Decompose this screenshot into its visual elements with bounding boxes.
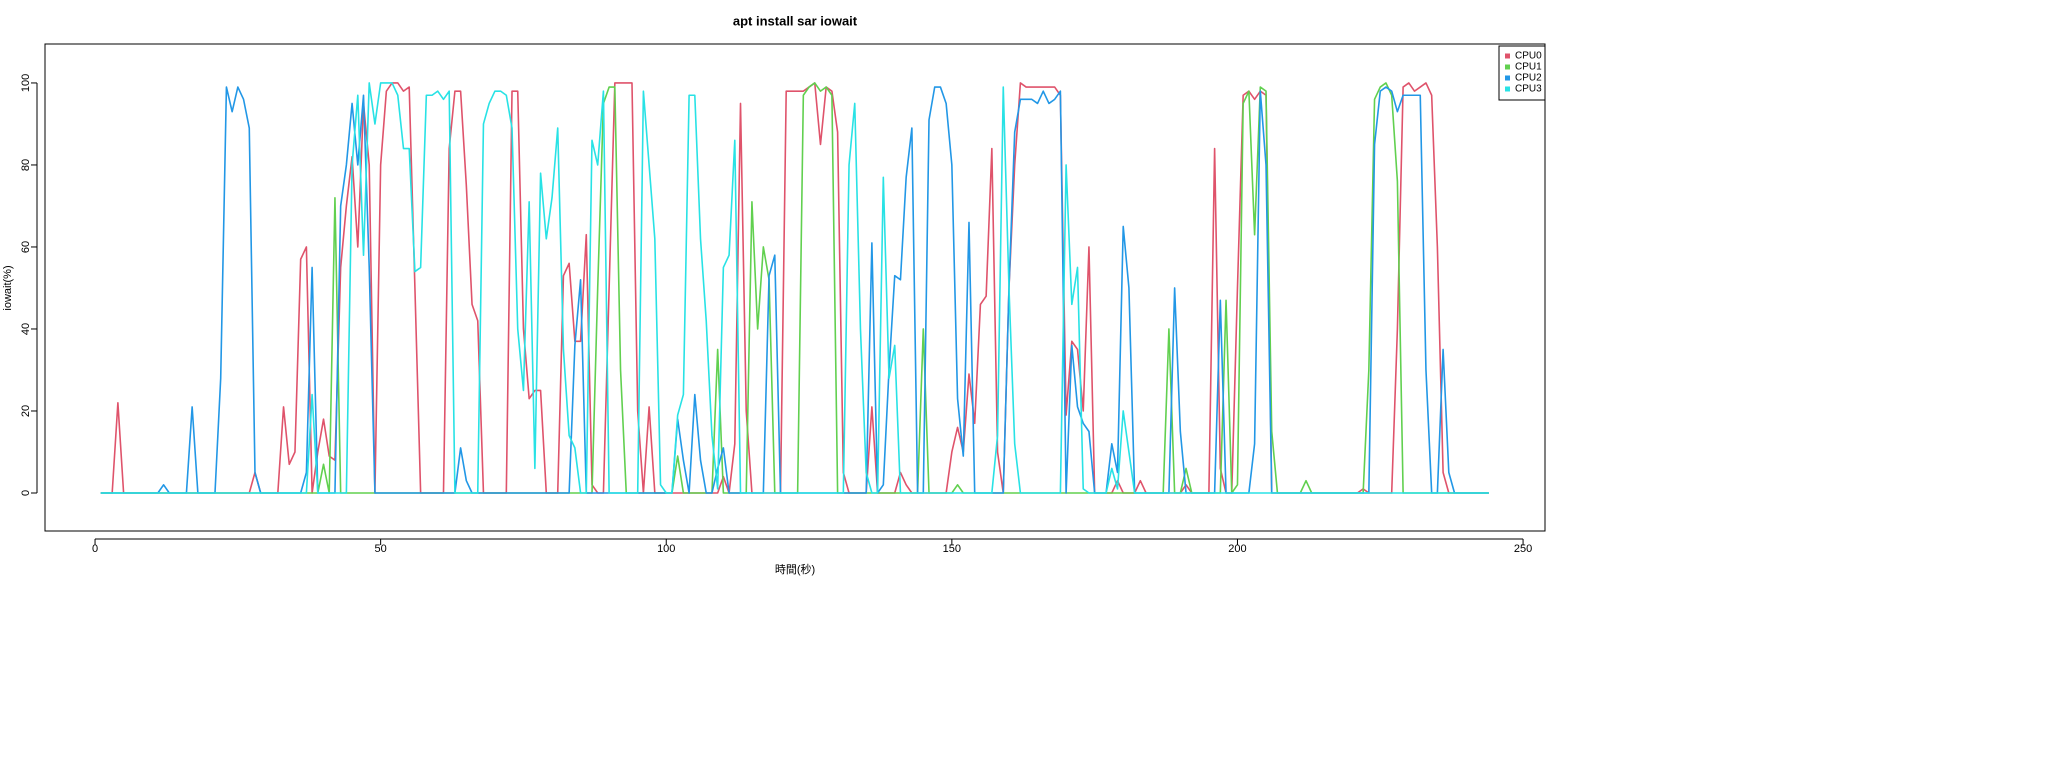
y-tick-label: 80 [20, 159, 32, 171]
x-tick-label: 150 [943, 543, 961, 555]
x-tick-label: 250 [1514, 543, 1532, 555]
legend-swatch [1505, 86, 1510, 92]
x-tick-label: 100 [657, 543, 675, 555]
x-tick-label: 200 [1228, 543, 1246, 555]
y-tick-label: 20 [20, 405, 32, 417]
plot-frame [44, 43, 1546, 532]
y-tick-label: 100 [20, 74, 32, 92]
x-tick-label: 50 [375, 543, 387, 555]
chart-title: apt install sar iowait [733, 13, 858, 28]
legend-label: CPU2 [1515, 73, 1542, 84]
legend-swatch [1505, 64, 1510, 70]
legend-label: CPU3 [1515, 84, 1542, 95]
legend-label: CPU1 [1515, 62, 1542, 73]
y-tick-label: 40 [20, 323, 32, 335]
y-tick-label: 0 [20, 490, 32, 496]
x-axis-label: 時間(秒) [775, 562, 815, 576]
legend-swatch [1505, 75, 1510, 81]
legend-swatch [1505, 53, 1510, 59]
series-line [100, 82, 1489, 494]
series-line [100, 82, 1489, 494]
x-tick-label: 0 [92, 543, 98, 555]
legend-label: CPU0 [1515, 51, 1542, 62]
y-tick-label: 60 [20, 241, 32, 253]
y-axis-label: iowait(%) [2, 265, 14, 310]
